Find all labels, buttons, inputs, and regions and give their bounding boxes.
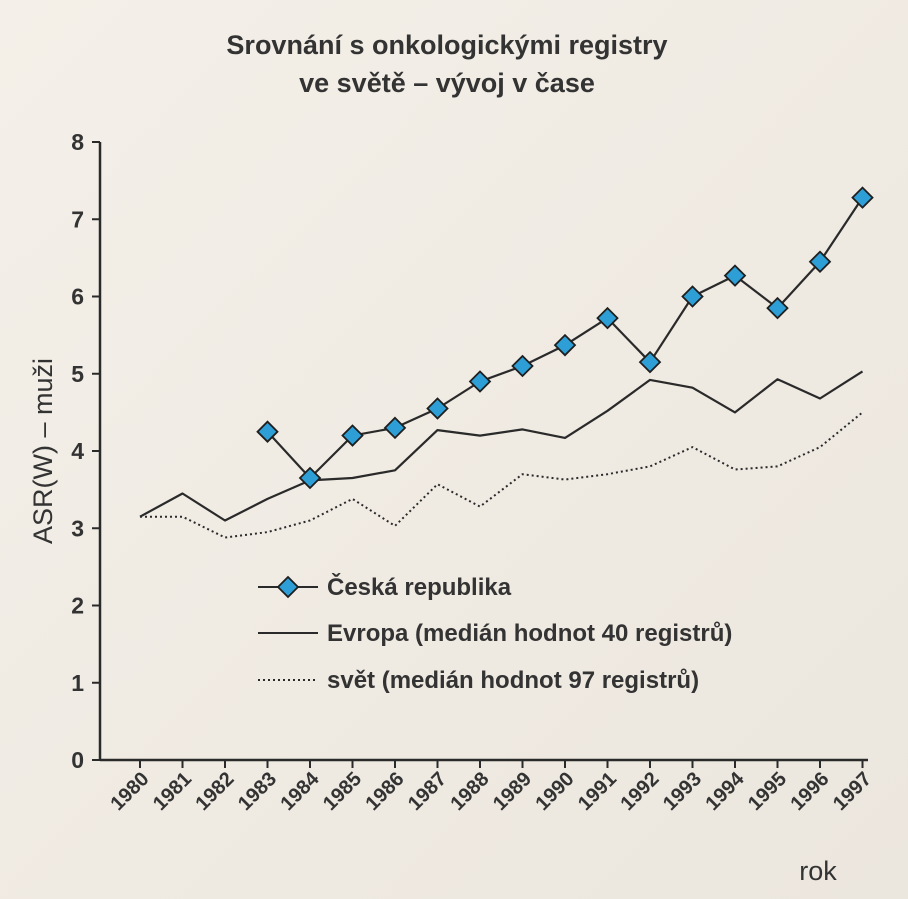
- y-tick-label: 3: [71, 515, 84, 541]
- y-tick-label: 8: [71, 129, 84, 155]
- legend-label-czech: Česká republika: [327, 573, 512, 601]
- data-point-czech-republic: [341, 424, 364, 447]
- y-tick-label: 7: [71, 206, 84, 232]
- x-ticks: 1980198119821983198419851986198719881989…: [107, 760, 876, 815]
- y-tick-label: 6: [71, 284, 84, 310]
- data-point-czech-republic: [766, 296, 789, 320]
- x-axis-label: rok: [799, 856, 837, 886]
- series-line-world: [140, 411, 864, 539]
- data-point-czech-republic: [596, 306, 619, 330]
- x-tick-label: 1986: [362, 768, 409, 815]
- x-tick-label: 1990: [532, 768, 579, 815]
- x-tick-label: 1997: [829, 768, 876, 815]
- y-ticks: 0 1 2 3 4 5 6 7 8: [71, 129, 100, 773]
- x-tick-label: 1982: [192, 768, 239, 815]
- legend-label-europe: Evropa (medián hodnot 40 registrů): [327, 620, 732, 647]
- data-point-czech-republic: [851, 186, 874, 209]
- x-tick-label: 1995: [744, 768, 791, 815]
- data-point-czech-republic: [681, 285, 704, 308]
- x-tick-label: 1985: [319, 768, 366, 815]
- x-tick-label: 1991: [574, 768, 621, 815]
- y-tick-label: 0: [71, 747, 84, 773]
- x-tick-label: 1981: [149, 768, 196, 815]
- data-point-czech-republic: [298, 466, 322, 490]
- y-tick-label: 4: [71, 438, 84, 464]
- series-layer: [139, 186, 874, 539]
- data-point-czech-republic: [426, 397, 449, 420]
- series-line-europe: [139, 370, 864, 522]
- data-point-czech-republic: [256, 420, 279, 443]
- data-point-czech-republic: [383, 416, 407, 440]
- x-tick-label: 1992: [617, 768, 664, 815]
- data-point-czech-republic: [511, 354, 534, 378]
- x-tick-label: 1987: [404, 768, 451, 815]
- data-point-czech-republic: [468, 370, 492, 393]
- chart-title-line-2: ve světě – vývoj v čase: [299, 68, 595, 98]
- y-tick-label: 2: [71, 593, 84, 619]
- data-point-czech-republic: [808, 250, 832, 274]
- x-tick-label: 1994: [702, 767, 750, 815]
- x-tick-label: 1980: [107, 768, 154, 815]
- x-tick-label: 1988: [447, 768, 494, 815]
- x-tick-label: 1983: [234, 768, 281, 815]
- legend-label-world: svět (medián hodnot 97 registrů): [327, 667, 699, 694]
- data-point-czech-republic: [553, 333, 577, 357]
- y-axis-label: ASR(W) – muži: [28, 358, 58, 544]
- x-tick-label: 1989: [489, 768, 536, 815]
- data-point-czech-republic: [723, 264, 747, 287]
- data-point-czech-republic: [638, 350, 662, 374]
- chart-title-line-1: Srovnání s onkologickými registry: [226, 30, 667, 60]
- x-tick-label: 1993: [659, 768, 706, 815]
- x-tick-label: 1996: [787, 768, 834, 815]
- legend-swatch-czech-marker: [276, 575, 300, 599]
- y-tick-label: 1: [71, 670, 84, 696]
- x-tick-label: 1984: [277, 767, 325, 815]
- y-tick-label: 5: [71, 361, 84, 387]
- legend: Česká republika Evropa (medián hodnot 40…: [258, 573, 732, 694]
